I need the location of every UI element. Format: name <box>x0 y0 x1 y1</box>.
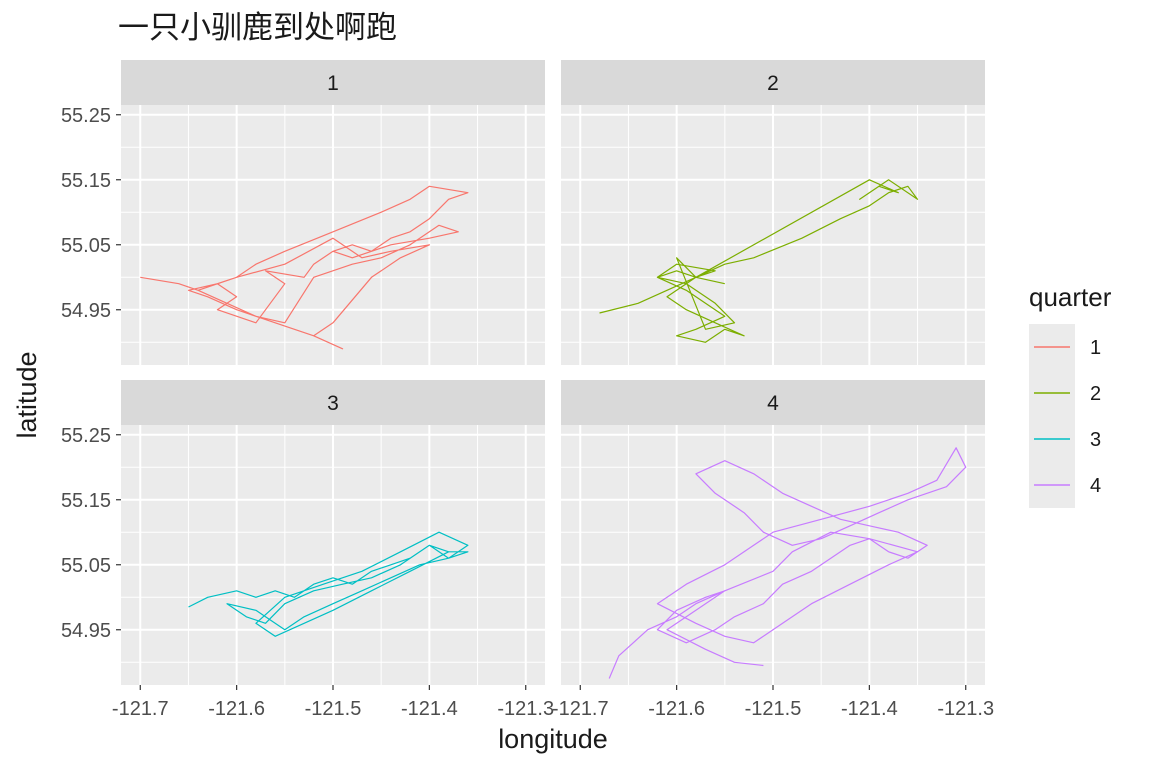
series-line-2 <box>599 179 919 343</box>
series-line-1 <box>140 185 469 350</box>
chart-title: 一只小驯鹿到处啊跑 <box>118 10 397 45</box>
facet-panels: 1 2 3 4 <box>121 60 985 685</box>
y-tick-label: 55.05 <box>61 235 111 257</box>
legend-label: 3 <box>1090 429 1101 451</box>
x-tick-label: -121.4 <box>401 698 458 720</box>
y-tick-label: 55.05 <box>61 555 111 577</box>
y-tick-label: 55.25 <box>61 105 111 127</box>
legend-label: 1 <box>1090 337 1101 359</box>
x-tick-label: -121.3 <box>497 698 554 720</box>
y-tick-label: 55.15 <box>61 490 111 512</box>
facet-panel-1: 1 <box>121 60 545 365</box>
facet-strip <box>561 60 985 105</box>
legend: quarter 1 2 3 4 <box>1029 282 1112 508</box>
facet-strip-label: 1 <box>327 72 339 95</box>
facet-panel-2: 2 <box>561 60 985 365</box>
x-tick-label: -121.7 <box>112 698 169 720</box>
x-tick-label: -121.6 <box>208 698 265 720</box>
x-tick-label: -121.4 <box>841 698 898 720</box>
y-tick-label: 55.15 <box>61 170 111 192</box>
facet-panel-3: 3 <box>121 380 545 685</box>
y-tick-label: 54.95 <box>61 300 111 322</box>
facet-strip-label: 2 <box>767 72 779 95</box>
facet-strip-label: 3 <box>327 392 339 415</box>
x-tick-label: -121.5 <box>745 698 802 720</box>
facet-strip <box>121 380 545 425</box>
facet-panel-4: 4 <box>561 380 985 685</box>
x-tick-label: -121.3 <box>937 698 994 720</box>
facet-strip <box>561 380 985 425</box>
axes: 54.95 55.05 55.15 55.25 54.95 55.05 55.15 55.25… <box>61 105 994 720</box>
x-tick-label: -121.7 <box>552 698 609 720</box>
facet-strip <box>121 60 545 105</box>
legend-title: quarter <box>1029 282 1112 312</box>
y-axis-label: latitude <box>12 351 42 438</box>
x-tick-label: -121.5 <box>305 698 362 720</box>
legend-label: 4 <box>1090 475 1101 497</box>
facet-strip-label: 4 <box>767 392 779 415</box>
series-line-4 <box>608 447 967 679</box>
x-tick-label: -121.6 <box>648 698 705 720</box>
x-axis-label: longitude <box>498 724 608 754</box>
y-tick-label: 54.95 <box>61 620 111 642</box>
y-tick-label: 55.25 <box>61 425 111 447</box>
legend-label: 2 <box>1090 383 1101 405</box>
series-line-3 <box>188 531 469 637</box>
